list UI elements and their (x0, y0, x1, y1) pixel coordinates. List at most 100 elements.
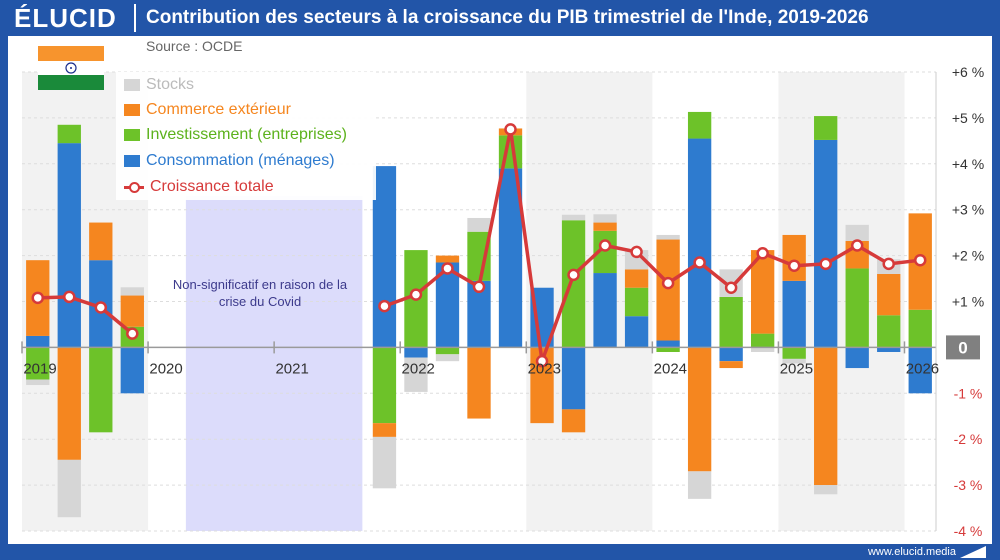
legend-item-stocks: Stocks (124, 74, 194, 96)
bar-consommation-0 (26, 335, 50, 348)
growth-point-3 (126, 327, 139, 340)
bar-consommation-18 (593, 273, 617, 348)
legend-item-consommation: Consommation (ménages) (124, 150, 335, 172)
bar-consommation-17 (561, 347, 586, 410)
bar-investissement-20 (656, 347, 680, 352)
legend-label-stocks: Stocks (146, 76, 195, 93)
bar-commerce-11 (372, 423, 397, 437)
y-tick-label-0: +6 % (952, 64, 984, 80)
legend-marker-croissance (124, 181, 144, 193)
growth-point-21 (693, 256, 706, 269)
growth-point-11 (378, 299, 391, 313)
bar-investissement-21 (687, 111, 712, 139)
bar-consommation-16 (530, 287, 554, 348)
y-tick-label-10: -4 % (954, 523, 983, 539)
bar-commerce-17 (561, 409, 586, 433)
bar-investissement-17 (561, 220, 586, 348)
bar-commerce-27 (877, 273, 901, 316)
bar-commerce-21 (687, 347, 712, 472)
bar-stocks-1 (57, 459, 81, 518)
bar-stocks-21 (687, 471, 712, 499)
source-note: Source : OCDE (146, 38, 243, 54)
bar-investissement-18 (593, 230, 617, 274)
x-tick-label-2: 2021 (275, 360, 308, 377)
bar-investissement-25 (814, 116, 838, 140)
chart-legend: Stocks Commerce extérieur Investissement… (116, 72, 376, 200)
growth-point-17 (567, 268, 580, 282)
bar-stocks-23 (750, 347, 775, 352)
x-tick-label-7: 2026 (906, 360, 939, 377)
x-tick-label-6: 2025 (780, 360, 813, 377)
bar-consommation-27 (877, 347, 901, 352)
bar-stocks-17 (561, 214, 586, 221)
bar-investissement-19 (624, 287, 649, 317)
bar-stocks-13 (435, 354, 460, 362)
y-tick-label-1: +5 % (952, 110, 984, 126)
legend-item-commerce: Commerce extérieur (124, 99, 291, 121)
bar-investissement-0 (26, 347, 50, 380)
bar-commerce-22 (719, 361, 743, 369)
bar-stocks-14 (467, 217, 491, 232)
legend-swatch-consommation (124, 155, 140, 167)
growth-point-18 (598, 239, 612, 252)
bar-investissement-23 (750, 333, 775, 348)
bar-stocks-11 (372, 436, 397, 489)
bar-consommation-26 (845, 347, 869, 369)
header-bar: ÉLUCID Contribution des secteurs à la cr… (0, 0, 1000, 36)
bar-investissement-13 (435, 347, 460, 355)
bar-commerce-19 (624, 269, 649, 288)
bar-investissement-11 (372, 347, 397, 424)
footer-url[interactable]: www.elucid.media (867, 546, 956, 558)
bar-consommation-20 (656, 340, 680, 348)
growth-point-28 (913, 253, 927, 267)
bar-consommation-14 (467, 280, 491, 348)
bar-investissement-2 (89, 347, 113, 433)
bar-stocks-18 (593, 214, 617, 223)
chart-title: Contribution des secteurs à la croissanc… (146, 7, 869, 28)
growth-point-19 (630, 245, 643, 259)
bar-commerce-14 (467, 347, 491, 419)
bar-investissement-14 (467, 231, 491, 281)
bar-commerce-1 (57, 347, 81, 460)
bar-stocks-20 (656, 234, 680, 240)
growth-point-0 (31, 291, 45, 305)
growth-point-1 (63, 290, 76, 304)
growth-point-23 (756, 247, 769, 260)
bar-consommation-22 (719, 347, 743, 362)
bar-stocks-26 (845, 224, 869, 241)
bar-investissement-27 (877, 315, 901, 348)
bar-consommation-1 (57, 143, 81, 348)
bar-commerce-16 (530, 347, 554, 424)
x-tick-label-0: 2019 (23, 360, 56, 377)
elucid-mark-icon (960, 546, 986, 558)
bar-investissement-1 (57, 124, 81, 144)
bar-consommation-24 (782, 280, 806, 348)
growth-point-20 (661, 276, 675, 290)
y-tick-label-2: +4 % (952, 156, 984, 172)
bar-investissement-24 (782, 347, 806, 359)
x-tick-label-4: 2023 (528, 360, 561, 377)
y-tick-label-3: +3 % (952, 202, 984, 218)
legend-label-croissance: Croissance totale (150, 178, 274, 195)
bar-stocks-0 (26, 379, 50, 386)
bar-commerce-13 (435, 255, 460, 263)
growth-point-15 (504, 123, 517, 136)
bar-consommation-13 (435, 262, 460, 348)
india-flag-icon (38, 46, 104, 90)
bar-consommation-15 (498, 168, 523, 348)
title-separator (134, 4, 136, 32)
bar-consommation-25 (814, 139, 838, 348)
bar-investissement-28 (908, 309, 932, 348)
growth-point-14 (472, 280, 486, 294)
bar-stocks-24 (782, 358, 806, 364)
legend-label-consommation: Consommation (ménages) (146, 152, 335, 169)
bar-stocks-19 (624, 250, 649, 270)
growth-point-12 (409, 288, 423, 301)
bar-consommation-11 (372, 166, 397, 348)
legend-swatch-commerce (124, 104, 140, 116)
brand-logo[interactable]: ÉLUCID (14, 3, 117, 33)
bar-commerce-20 (656, 239, 680, 341)
bar-commerce-18 (593, 222, 617, 231)
legend-item-croissance: Croissance totale (124, 176, 274, 198)
